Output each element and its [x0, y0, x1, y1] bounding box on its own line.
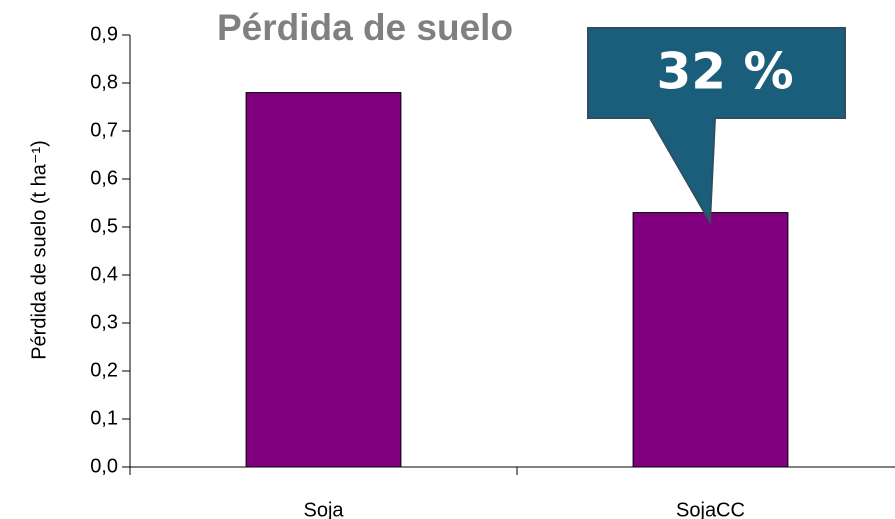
chart-title: Pérdida de suelo: [217, 7, 513, 48]
bar: [632, 212, 789, 468]
x-tick-label: SojaCC: [676, 499, 745, 519]
y-tick-label: 0,8: [90, 71, 118, 93]
y-tick-label: 0,5: [90, 215, 118, 237]
bar: [245, 92, 402, 468]
y-tick-label: 0,4: [90, 263, 118, 285]
callout-text: 32 %: [656, 43, 793, 101]
y-tick-label: 0,6: [90, 167, 118, 189]
y-tick-label: 0,9: [90, 23, 118, 45]
y-tick-label: 0,3: [90, 311, 118, 333]
y-tick-label: 0,0: [90, 455, 118, 477]
callout-box: [587, 27, 846, 226]
y-tick-label: 0,2: [90, 359, 118, 381]
y-tick-label: 0,7: [90, 119, 118, 141]
y-tick-label: 0,1: [90, 407, 118, 429]
y-axis-label: Pérdida de suelo (t ha⁻¹): [28, 140, 50, 360]
x-tick-label: Soja: [303, 499, 344, 519]
